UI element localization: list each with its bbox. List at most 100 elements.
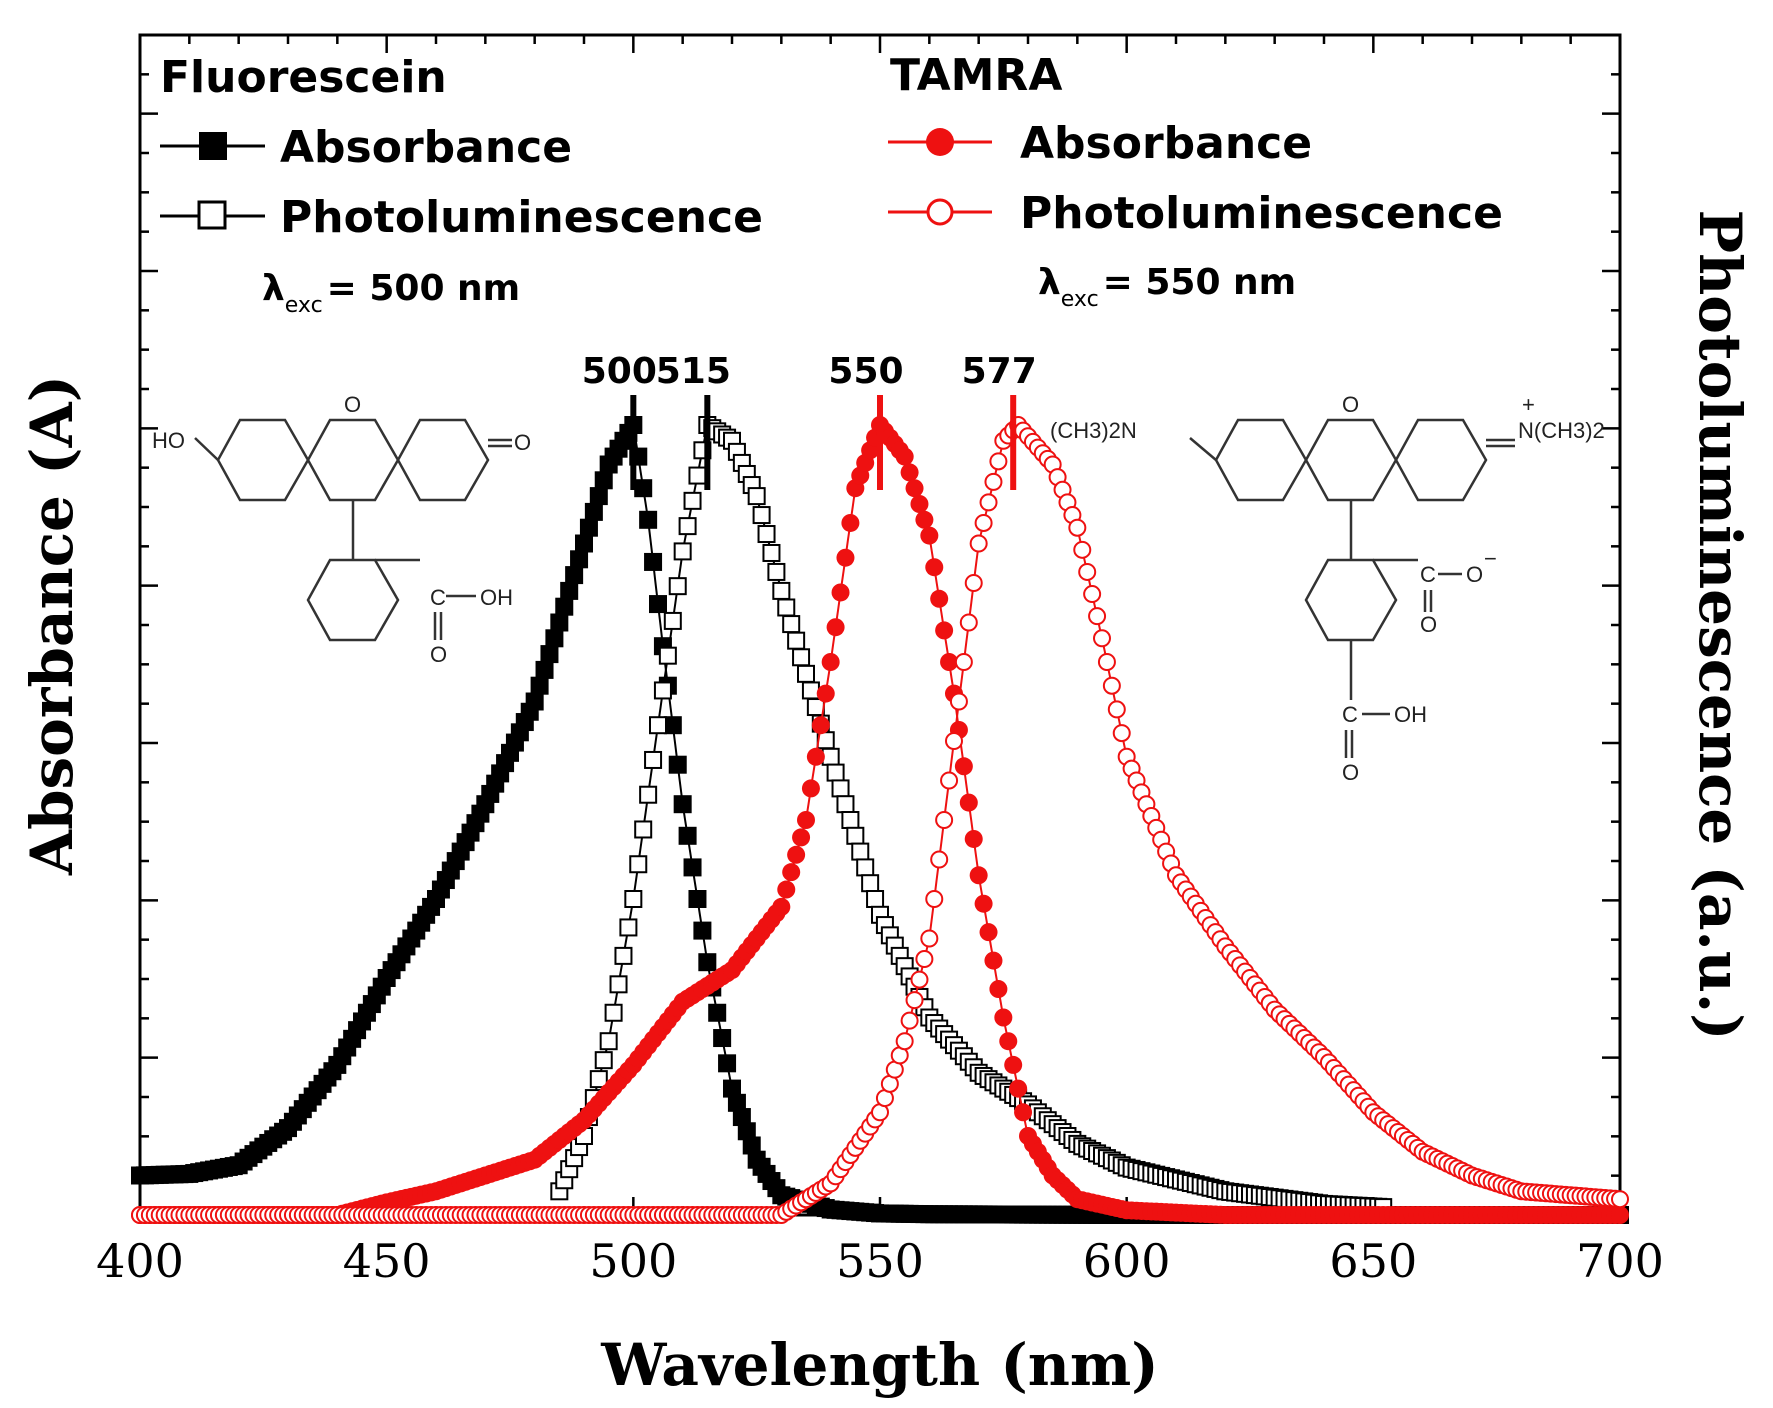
data-point xyxy=(900,1011,919,1030)
data-point xyxy=(1009,1079,1028,1098)
data-point xyxy=(634,820,653,839)
data-point xyxy=(737,1122,756,1141)
legend-tamra-abs-label: Absorbance xyxy=(1020,118,1312,169)
data-point xyxy=(959,793,978,812)
data-point xyxy=(836,795,855,814)
data-point xyxy=(658,646,677,665)
data-point xyxy=(1102,676,1121,695)
data-point xyxy=(772,897,791,916)
tamra-coo-o-minus: O xyxy=(1466,562,1483,587)
data-point xyxy=(718,1054,737,1073)
data-point xyxy=(954,757,973,776)
data-point xyxy=(801,681,820,700)
data-point xyxy=(663,716,682,735)
data-point xyxy=(831,779,850,798)
data-point xyxy=(925,558,944,577)
data-point xyxy=(787,631,806,650)
data-point xyxy=(644,750,663,769)
x-tick-label: 700 xyxy=(1576,1234,1664,1288)
legend-tamra-excitation: λexc = 550 nm xyxy=(1038,262,1296,312)
data-point xyxy=(688,466,707,485)
data-point xyxy=(801,779,820,798)
data-point xyxy=(989,980,1008,999)
data-point xyxy=(792,648,811,667)
legend-tamra-pl-marker xyxy=(926,198,954,226)
data-point xyxy=(579,518,598,537)
legend-tamra-title: TAMRA xyxy=(890,50,1062,101)
data-point xyxy=(910,495,929,513)
data-point xyxy=(940,771,959,790)
data-point xyxy=(797,664,815,683)
legend-fluorescein-abs-marker xyxy=(199,132,227,160)
data-point xyxy=(609,975,628,994)
series-tamra-photoluminescence xyxy=(131,416,1629,1224)
data-point xyxy=(540,645,559,664)
data-point xyxy=(925,890,944,908)
data-point xyxy=(555,597,574,616)
tamra-ring-o: O xyxy=(1342,392,1359,417)
data-point xyxy=(604,1003,623,1022)
data-point xyxy=(639,510,658,529)
fluorescein-cooh-o: O xyxy=(430,642,447,667)
data-point xyxy=(683,491,702,510)
data-point xyxy=(905,479,924,498)
tamra-cooh-oh: OH xyxy=(1394,702,1427,727)
series-layer xyxy=(131,416,1629,1224)
data-point xyxy=(727,1093,746,1112)
data-point xyxy=(969,866,988,885)
tamra-coo-o: O xyxy=(1420,612,1437,637)
data-point xyxy=(777,880,796,899)
data-point xyxy=(895,1032,914,1051)
data-point xyxy=(979,923,998,942)
data-point xyxy=(614,946,633,965)
tamra-nme2-left: (CH3)2N xyxy=(1050,418,1137,443)
data-point xyxy=(535,660,554,679)
x-axis-title: Wavelength (nm) xyxy=(600,1331,1159,1399)
data-point xyxy=(530,676,549,695)
data-point xyxy=(836,548,855,567)
data-point xyxy=(1611,1190,1629,1209)
data-point xyxy=(525,692,544,711)
x-tick-label: 400 xyxy=(96,1234,184,1288)
data-point xyxy=(678,517,697,536)
tamra-nme2-right: N(CH3)2 xyxy=(1518,418,1605,443)
data-point xyxy=(856,858,875,877)
data-point xyxy=(673,795,692,814)
data-point xyxy=(629,855,648,874)
fluorescein-ho-label: HO xyxy=(152,428,185,453)
peak-label: 500 xyxy=(582,351,657,392)
data-point xyxy=(984,951,1003,970)
data-point xyxy=(649,716,667,735)
data-point xyxy=(915,510,934,529)
fluorescein-cooh-oh: OH xyxy=(480,585,513,610)
tamra-minus: − xyxy=(1484,546,1497,571)
data-point xyxy=(668,755,687,774)
data-point xyxy=(1073,540,1092,559)
data-point xyxy=(732,1108,751,1127)
data-point xyxy=(1093,629,1111,648)
data-point xyxy=(989,452,1008,471)
data-point xyxy=(816,684,835,703)
data-point xyxy=(584,502,603,521)
data-point xyxy=(673,542,692,561)
data-point xyxy=(821,653,840,671)
data-point xyxy=(861,874,880,893)
data-point xyxy=(644,552,663,571)
y-axis-title-right: Photoluminescence (a.u.) xyxy=(1686,209,1754,1040)
data-point xyxy=(565,566,584,585)
data-point xyxy=(678,826,697,845)
fluorescein-ring-o: O xyxy=(344,392,361,417)
legend-fluorescein-title: Fluorescein xyxy=(160,52,447,103)
data-point xyxy=(713,1029,732,1048)
data-point xyxy=(821,747,840,766)
data-point xyxy=(935,621,954,640)
fluorescein-ring-right xyxy=(396,418,490,502)
data-point xyxy=(762,543,781,562)
data-point xyxy=(649,595,667,614)
data-point xyxy=(787,845,806,864)
data-point xyxy=(747,487,766,506)
data-point xyxy=(900,463,919,482)
data-point xyxy=(826,618,845,637)
